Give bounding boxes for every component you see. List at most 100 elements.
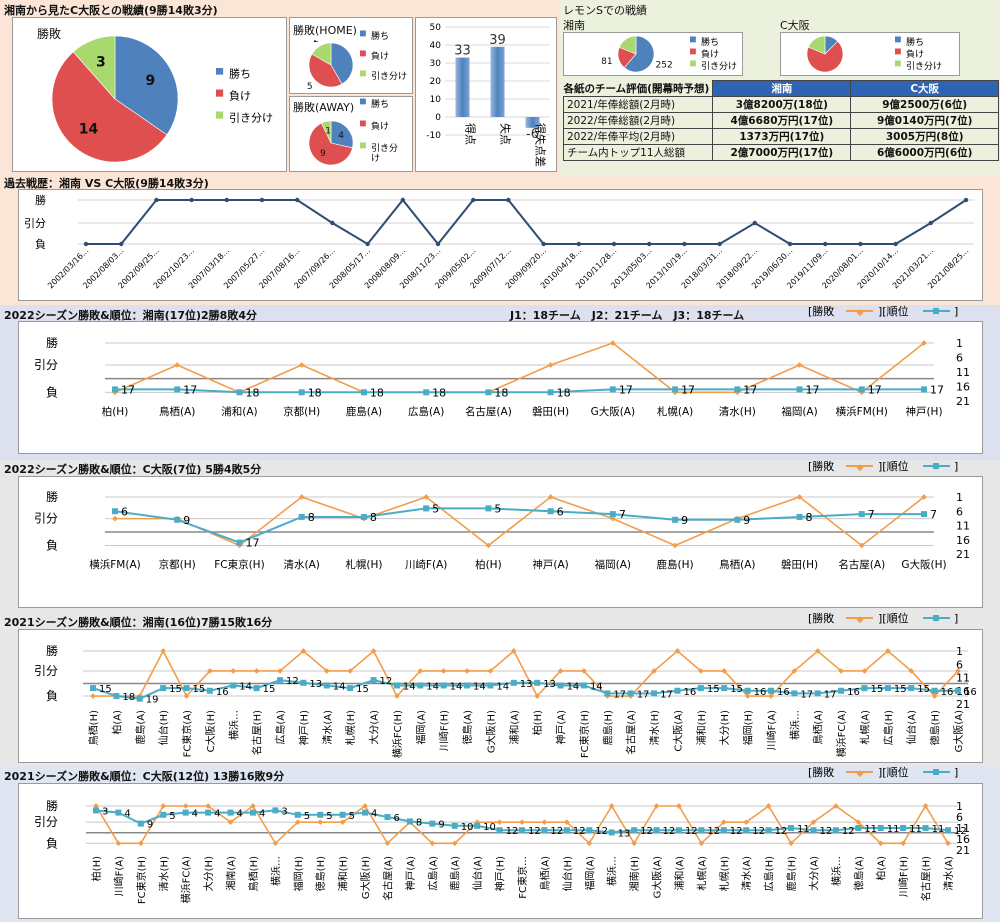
- category-label: 柏(A): [875, 856, 888, 881]
- rank-label: 3: [102, 806, 108, 817]
- eval-row-cosaka: 9億0140万円(7位): [850, 112, 999, 129]
- rank-point: [406, 818, 413, 825]
- rank-point: [744, 687, 751, 694]
- rank-point: [440, 682, 447, 689]
- result-point: [921, 494, 927, 500]
- legend-swatch: [216, 111, 224, 119]
- rank-point: [788, 825, 795, 831]
- rank-label: 16: [847, 687, 860, 698]
- rank-point: [884, 685, 891, 692]
- rank-label: 16: [777, 687, 790, 698]
- rank-label: 14: [403, 681, 416, 692]
- legend-label: ]: [954, 766, 958, 779]
- y2-tick: 16: [956, 534, 970, 547]
- away-pie-title: 勝敗(AWAY): [293, 101, 355, 114]
- legend-label: ][順位: [878, 766, 909, 779]
- category-label: FC東京…: [516, 856, 529, 899]
- category-label: 鹿島(H): [601, 710, 614, 745]
- category-label: 神戸(A): [532, 558, 568, 571]
- category-label: 大分(A): [807, 856, 820, 891]
- rank-point: [249, 809, 256, 816]
- rank-point: [496, 827, 503, 834]
- rank-point: [298, 389, 305, 396]
- pie-label: 5: [307, 82, 313, 90]
- legend-label: [勝敗: [808, 460, 834, 473]
- rank-point: [485, 505, 492, 512]
- rank-point: [160, 685, 167, 692]
- data-point: [541, 241, 546, 247]
- result-point: [743, 819, 750, 825]
- rank-point: [955, 687, 961, 694]
- category-label: 徳島(A): [852, 856, 865, 891]
- pie-slice: [330, 120, 354, 149]
- result-point: [182, 803, 189, 809]
- legend-label: 負け: [229, 90, 251, 103]
- rank-point: [651, 690, 658, 697]
- result-point: [253, 668, 260, 674]
- rank-point: [423, 389, 430, 396]
- rank-line: [115, 388, 924, 394]
- rank-point: [464, 682, 471, 689]
- rank-label: 4: [259, 809, 265, 820]
- category-label: 川崎F(H): [897, 856, 910, 897]
- y2-tick: 16: [956, 381, 970, 394]
- cosaka-2022-box: [18, 476, 983, 608]
- result-point: [534, 693, 541, 699]
- lemon-title: レモンSでの戦績: [563, 4, 647, 17]
- result-point: [362, 803, 368, 809]
- rank-label: 12: [842, 826, 855, 837]
- category-label: 清水(H): [157, 856, 170, 891]
- category-label: 柏(A): [110, 710, 123, 735]
- result-point: [810, 819, 817, 825]
- pie-label: 3: [807, 34, 813, 37]
- cosaka-2021-title: 2021シーズン勝敗&順位：C大阪(12位) 13勝16敗9分: [4, 770, 285, 783]
- category-label: 名古屋(A): [625, 710, 638, 755]
- category-label: 横浜FM(A): [89, 558, 140, 571]
- rank-label: 16: [941, 687, 954, 698]
- category-label: 清水(A): [740, 856, 753, 891]
- rank-label: 18: [494, 386, 508, 399]
- category-label: 浦和(H): [337, 856, 350, 891]
- data-point: [682, 241, 687, 247]
- legend-marker: [933, 463, 939, 469]
- category-label: 柏(H): [102, 405, 129, 418]
- rank-point: [360, 389, 367, 396]
- legend-label: [勝敗: [808, 766, 834, 779]
- shonan-2022-title: 2022シーズン勝敗&順位：湘南(17位)2勝8敗4分: [4, 309, 257, 322]
- result-point: [833, 803, 839, 809]
- eval-row-cosaka: 9億2500万(6位): [850, 96, 999, 113]
- rank-point: [672, 386, 679, 393]
- legend-label: 負け: [371, 120, 389, 132]
- rank-label: 17: [121, 383, 135, 396]
- rank-label: 17: [800, 689, 813, 700]
- result-point: [586, 840, 593, 847]
- rank-label: 15: [99, 684, 112, 695]
- rank-label: 11: [887, 824, 900, 835]
- category-label: 広島(H): [882, 710, 895, 745]
- pie-slice: [72, 35, 116, 100]
- rank-label: 12: [752, 826, 765, 837]
- category-label: 鹿島(A): [134, 710, 147, 745]
- category-label: 浦和(A): [508, 710, 521, 745]
- result-point: [160, 803, 167, 809]
- legend-swatch: [690, 36, 696, 43]
- eval-row-cosaka: 3005万円(8位): [850, 128, 999, 145]
- category-label: 京都(H): [283, 405, 320, 418]
- pie-label: 9: [320, 149, 326, 159]
- result-point: [768, 693, 774, 699]
- table-row: チーム内トップ11人総額 2億7000万円(17位) 6億6000万円(6位): [562, 144, 999, 161]
- rank-label: 19: [146, 695, 159, 706]
- legend-label: ][順位: [878, 612, 909, 625]
- y-label: 引分: [34, 664, 58, 678]
- category-label: FC東京(H): [135, 856, 148, 904]
- category-label: 横浜…: [606, 856, 619, 886]
- category-label: 大分(A): [368, 710, 381, 745]
- result-point: [496, 819, 503, 825]
- legend-label: 勝ち: [229, 68, 251, 81]
- rank-point: [547, 508, 554, 515]
- rank-label: 13: [520, 679, 533, 690]
- y2-tick: 6: [956, 811, 963, 824]
- rank-label: 15: [730, 684, 743, 695]
